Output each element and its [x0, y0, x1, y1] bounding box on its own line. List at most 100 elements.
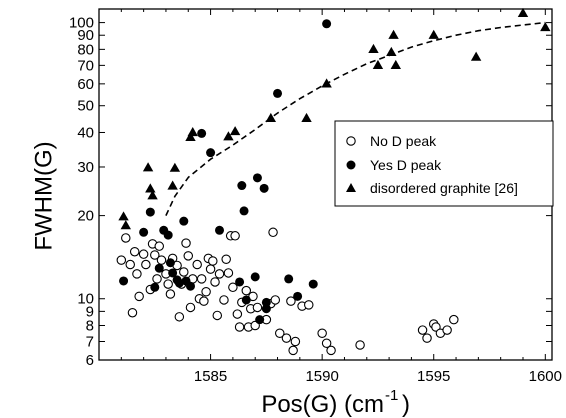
point-no-d-peak: [209, 257, 217, 265]
point-yes-d-peak: [197, 129, 206, 138]
point-disordered-graphite: [386, 47, 396, 56]
point-no-d-peak: [184, 252, 192, 260]
x-axis-title-close: ): [402, 391, 410, 418]
point-yes-d-peak: [237, 181, 246, 190]
legend-marker-open-circle: [347, 137, 355, 145]
point-yes-d-peak: [179, 217, 188, 226]
point-no-d-peak: [155, 242, 163, 250]
point-no-d-peak: [222, 255, 230, 263]
y-tick-label: 20: [77, 208, 94, 225]
point-yes-d-peak: [186, 282, 195, 291]
point-disordered-graphite: [143, 162, 153, 171]
point-yes-d-peak: [235, 277, 244, 286]
point-yes-d-peak: [309, 280, 318, 289]
point-no-d-peak: [235, 323, 243, 331]
point-no-d-peak: [213, 311, 221, 319]
point-disordered-graphite: [471, 52, 481, 61]
point-yes-d-peak: [255, 315, 264, 324]
point-no-d-peak: [126, 260, 134, 268]
point-no-d-peak: [211, 278, 219, 286]
point-no-d-peak: [269, 228, 277, 236]
point-no-d-peak: [153, 275, 161, 283]
y-tick-label: 7: [86, 334, 94, 351]
point-disordered-graphite: [301, 113, 311, 122]
point-yes-d-peak: [155, 264, 164, 273]
point-no-d-peak: [356, 341, 364, 349]
y-axis-title: FWHM(G): [30, 141, 57, 250]
point-yes-d-peak: [240, 206, 249, 215]
x-tick-label: 1585: [194, 368, 227, 385]
point-disordered-graphite: [230, 126, 240, 135]
point-disordered-graphite: [391, 60, 401, 69]
point-no-d-peak: [175, 313, 183, 321]
y-tick-label: 50: [77, 98, 94, 115]
point-no-d-peak: [318, 329, 326, 337]
point-no-d-peak: [443, 326, 451, 334]
point-disordered-graphite: [388, 30, 398, 39]
point-no-d-peak: [193, 260, 201, 268]
point-yes-d-peak: [251, 272, 260, 281]
point-no-d-peak: [305, 301, 313, 309]
point-no-d-peak: [142, 260, 150, 268]
legend-label-no-d-peak: No D peak: [370, 133, 437, 149]
point-yes-d-peak: [260, 184, 269, 193]
point-yes-d-peak: [164, 231, 173, 240]
y-tick-label: 70: [77, 57, 94, 74]
point-no-d-peak: [224, 269, 232, 277]
point-yes-d-peak: [273, 89, 282, 98]
point-no-d-peak: [133, 270, 141, 278]
point-no-d-peak: [215, 270, 223, 278]
legend-label-yes-d-peak: Yes D peak: [370, 157, 442, 173]
point-yes-d-peak: [206, 148, 215, 157]
point-disordered-graphite: [188, 127, 198, 136]
point-disordered-graphite: [170, 163, 180, 172]
point-yes-d-peak: [253, 173, 262, 182]
x-axis-title-superscript: -1: [385, 387, 398, 404]
y-tick-label: 100: [69, 15, 94, 32]
point-no-d-peak: [271, 296, 279, 304]
point-disordered-graphite: [368, 44, 378, 53]
point-no-d-peak: [253, 303, 261, 311]
point-yes-d-peak: [293, 292, 302, 301]
y-tick-label: 30: [77, 159, 94, 176]
y-tick-label: 6: [86, 352, 94, 369]
point-yes-d-peak: [215, 226, 224, 235]
point-yes-d-peak: [150, 283, 159, 292]
point-no-d-peak: [327, 346, 335, 354]
point-no-d-peak: [166, 290, 174, 298]
point-no-d-peak: [186, 303, 194, 311]
point-yes-d-peak: [284, 274, 293, 283]
point-yes-d-peak: [322, 19, 331, 28]
point-yes-d-peak: [146, 208, 155, 217]
point-no-d-peak: [164, 280, 172, 288]
y-tick-label: 10: [77, 291, 94, 308]
x-axis-title: Pos(G) (cm: [261, 391, 384, 418]
point-no-d-peak: [182, 239, 190, 247]
point-disordered-graphite: [540, 22, 550, 31]
legend: No D peak Yes D peak disordered graphite…: [335, 121, 553, 206]
point-no-d-peak: [206, 265, 214, 273]
point-disordered-graphite: [321, 78, 331, 87]
point-yes-d-peak: [166, 258, 175, 267]
point-no-d-peak: [282, 334, 290, 342]
y-tick-label: 60: [77, 76, 94, 93]
point-no-d-peak: [200, 297, 208, 305]
point-no-d-peak: [122, 234, 130, 242]
point-no-d-peak: [289, 346, 297, 354]
point-disordered-graphite: [167, 181, 177, 190]
point-no-d-peak: [423, 334, 431, 342]
point-yes-d-peak: [262, 304, 271, 313]
point-no-d-peak: [233, 310, 241, 318]
point-disordered-graphite: [266, 113, 276, 122]
point-no-d-peak: [450, 315, 458, 323]
legend-marker-filled-circle: [347, 161, 356, 170]
point-yes-d-peak: [119, 276, 128, 285]
point-disordered-graphite: [429, 30, 439, 39]
point-no-d-peak: [202, 288, 210, 296]
point-no-d-peak: [128, 309, 136, 317]
point-no-d-peak: [157, 256, 165, 264]
point-no-d-peak: [220, 296, 228, 304]
point-yes-d-peak: [139, 228, 148, 237]
point-no-d-peak: [180, 268, 188, 276]
